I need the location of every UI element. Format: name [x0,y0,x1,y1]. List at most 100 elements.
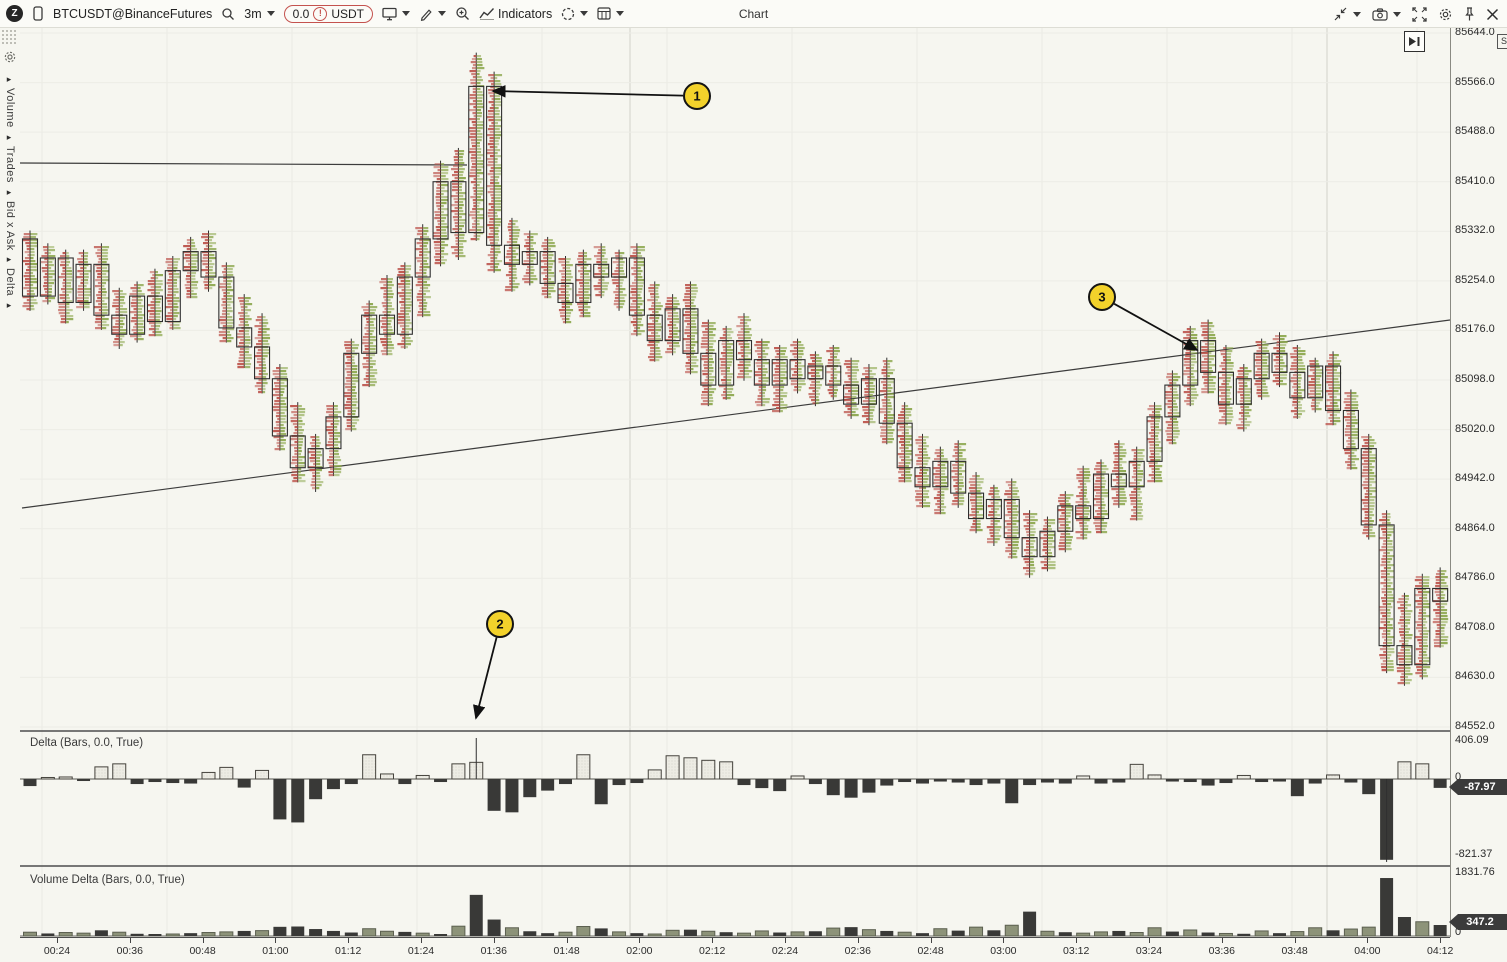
cluster-candle [950,440,967,508]
time-axis[interactable]: 00:24 00:36 00:48 01:00 01:12 01:24 01:36 01:48… [0,937,1453,962]
cluster-candle [843,357,860,419]
toolbar: Z BTCUSDT@BinanceFutures 3m 0.0 ! USDT [0,0,1507,28]
cluster-candle [896,402,913,483]
dom-trader-button[interactable] [597,7,625,20]
chart-plot-area[interactable]: 1 2 3 [20,28,1450,937]
time-axis-label: 02:24 [771,945,799,957]
drag-handle-icon[interactable] [1,29,18,44]
cluster-candle [646,281,663,362]
zoom-in-icon[interactable] [455,6,470,21]
cluster-candle [735,313,753,381]
annotation-marker-2[interactable]: 2 [473,610,514,720]
cluster-candle [1342,389,1360,470]
cluster-candle [146,268,164,337]
time-axis-tick [785,938,786,943]
cluster-candle [57,249,74,324]
cluster-candle [432,160,449,267]
annotation-number: 2 [496,617,503,632]
cluster-candle [218,262,235,343]
drawing-tools-button[interactable] [419,7,446,21]
collapse-panel-button[interactable] [1333,7,1361,21]
cluster-candle [1271,332,1288,388]
left-panel-sidebar: ▸ Volume ▸ Trades ▸ Bid x Ask ▸ Delta ▸ [0,28,20,962]
triangle-icon: ▸ [5,75,15,85]
app-logo-icon[interactable]: Z [6,5,23,22]
cluster-candle [39,243,57,305]
fullscreen-icon[interactable] [1412,6,1427,22]
cluster-candle [129,281,146,343]
cluster-candle [93,243,110,330]
cluster-candle [271,364,289,451]
cluster-candle [307,433,324,492]
time-axis-label: 03:24 [1135,945,1163,957]
close-icon[interactable] [1486,8,1499,21]
cluster-candle [593,243,610,299]
annotation-marker-1[interactable]: 1 [491,82,711,110]
cluster-candle [1325,351,1342,426]
indicators-button[interactable]: Indicators [479,7,552,21]
cluster-candle [1217,344,1234,426]
cluster-candle [1235,364,1252,432]
cluster-candle [21,230,39,311]
search-icon[interactable] [221,7,235,21]
panel-tab-delta[interactable]: ▸ Delta [4,252,16,296]
cluster-candle [200,230,217,292]
cluster-candle [878,357,895,445]
pin-icon[interactable] [1464,6,1475,22]
pencil-icon [419,7,433,21]
panel-tab-volume[interactable]: ▸ Volume [4,72,16,128]
triangle-icon: ▸ [5,132,15,143]
price-axis-label: 84786.0 [1455,571,1495,584]
cluster-candle [753,338,770,407]
cluster-candle [361,300,378,388]
cluster-candle [1021,510,1038,578]
cluster-candle [254,313,271,394]
cluster-candle [610,249,628,311]
order-quantity-control[interactable]: 0.0 ! USDT [283,4,373,23]
price-axis[interactable]: S 85644.0 85566.0 85488.0 85410.0 85332.0 852… [1449,26,1507,938]
time-axis-label: 01:12 [335,945,362,957]
symbol-selector[interactable]: BTCUSDT@BinanceFutures [53,6,213,21]
warning-icon: ! [313,6,328,21]
panel-tab-trades[interactable]: ▸ Trades [4,130,16,183]
time-axis-tick [1367,938,1369,943]
annotations-layer[interactable]: 1 2 3 [473,82,1199,720]
cluster-candle [1164,370,1181,445]
panel-tab-bidxask[interactable]: ▸ Bid x Ask [4,185,16,251]
triangle-icon: ▸ [5,255,15,266]
scale-settings-button[interactable]: S [1497,34,1507,49]
panel-tab-label: Bid x Ask [4,200,16,251]
price-axis-label: 85176.0 [1455,323,1495,336]
mobile-connect-icon[interactable] [32,6,44,21]
cluster-candle [1128,446,1145,521]
time-axis-label: 03:00 [990,945,1017,957]
time-axis-tick [493,938,495,943]
time-axis-tick [1221,938,1223,943]
cluster-candle [343,338,360,432]
panel-tab-label: Delta [4,268,16,297]
timeframe-selector[interactable]: 3m [244,7,275,21]
screens-button[interactable] [382,7,410,21]
gear-icon[interactable] [1438,7,1453,22]
time-axis-tick [639,938,641,943]
time-axis-tick [202,938,204,943]
price-axis-label: 85254.0 [1455,273,1495,286]
cluster-candle [1003,478,1020,559]
time-axis-label: 01:36 [480,945,507,957]
volume-delta-last-value-badge: 347.2 [1449,914,1507,930]
cluster-candle [860,364,878,426]
gridlines-layer [20,28,1450,937]
cluster-candle [914,433,931,508]
cluster-candle [985,484,1002,546]
panel-gear-icon[interactable] [3,50,17,64]
trendlines-layer[interactable] [20,162,1450,509]
price-axis-label: 84708.0 [1455,620,1495,633]
chevron-down-icon [402,11,410,16]
go-to-latest-button[interactable] [1404,31,1425,52]
screenshot-button[interactable] [1372,7,1401,21]
cluster-candle [932,446,949,515]
annotation-marker-3[interactable]: 3 [1088,283,1199,351]
cluster-candle [718,325,735,400]
rotation-button[interactable] [561,7,589,21]
